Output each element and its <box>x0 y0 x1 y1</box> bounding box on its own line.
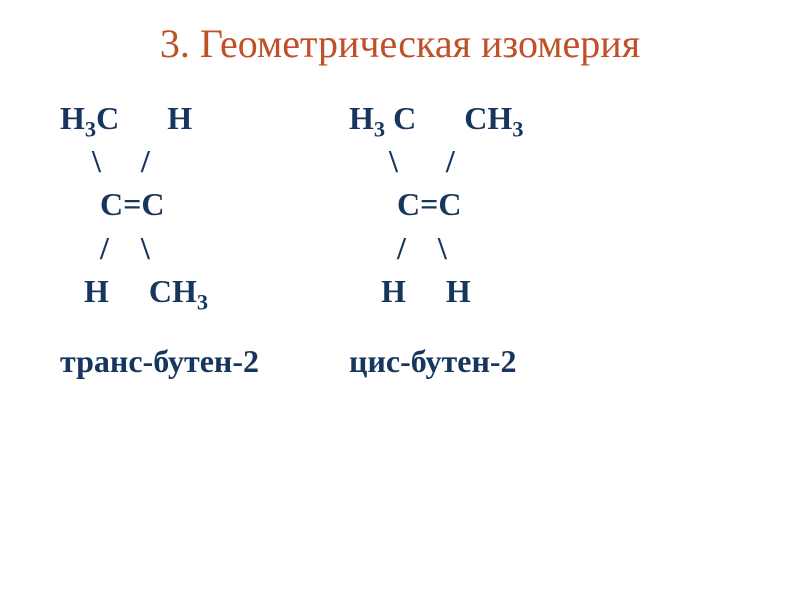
structure-trans: H3C H \ / C=C / \ H CH3 <box>60 97 208 313</box>
label-cis: цис-бутен-2 <box>349 343 517 380</box>
isomers-row: H3C H \ / C=C / \ H CH3 транс-бутен-2 H3… <box>40 97 760 380</box>
slide-title: 3. Геометрическая изомерия <box>40 20 760 67</box>
label-trans: транс-бутен-2 <box>60 343 259 380</box>
isomer-block-cis: H3 C CH3 \ / C=C / \ H H цис-бутен-2 <box>349 97 523 380</box>
slide-container: 3. Геометрическая изомерия H3C H \ / C=C… <box>0 0 800 600</box>
structure-cis: H3 C CH3 \ / C=C / \ H H <box>349 97 523 313</box>
isomer-block-trans: H3C H \ / C=C / \ H CH3 транс-бутен-2 <box>60 97 259 380</box>
